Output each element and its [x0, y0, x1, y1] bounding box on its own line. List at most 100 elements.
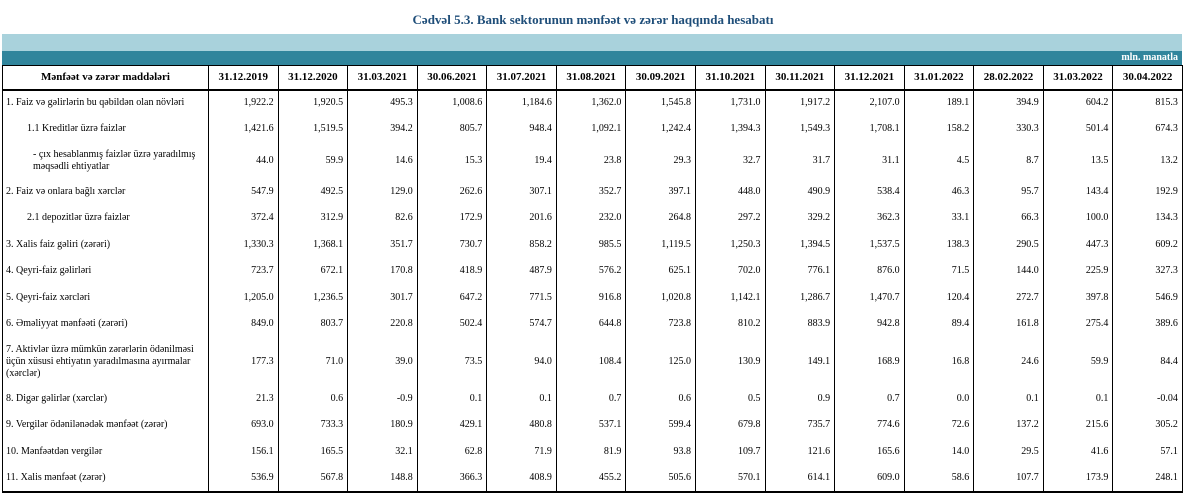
table-row: 6. Əməliyyat mənfəəti (zərəri) 849.0 803.7… — [2, 311, 1183, 338]
cell-value: 810.2 — [694, 311, 766, 338]
cell-value: 730.7 — [416, 231, 488, 258]
cell-value: 1,421.6 — [208, 116, 279, 143]
row-label: 6. Əməliyyat mənfəəti (zərəri) — [2, 311, 209, 338]
cell-value: 215.6 — [1042, 412, 1114, 439]
report-table: Mənfəət və zərər maddələri 31.12.2019 31.… — [2, 65, 1183, 493]
cell-value: 107.7 — [973, 465, 1044, 493]
row-label: 5. Qeyri-faiz xərcləri — [2, 284, 209, 311]
cell-value: 144.0 — [973, 258, 1044, 285]
cell-value: 297.2 — [694, 205, 766, 232]
cell-value: 1,142.1 — [694, 284, 766, 311]
cell-value: 4.5 — [903, 142, 975, 179]
cell-value: 130.9 — [694, 337, 766, 386]
cell-value: 1,545.8 — [625, 89, 696, 116]
cell-value: 0.1 — [416, 385, 488, 412]
cell-value: 148.8 — [347, 465, 418, 493]
cell-value: 14.6 — [347, 142, 418, 179]
cell-value: 567.8 — [277, 465, 349, 493]
cell-value: 121.6 — [764, 438, 836, 465]
cell-value: 189.1 — [903, 89, 975, 116]
column-header-label: Mənfəət və zərər maddələri — [2, 65, 209, 91]
cell-value: 0.5 — [694, 385, 766, 412]
cell-value: 125.0 — [625, 337, 696, 386]
cell-value: 1,368.1 — [277, 231, 349, 258]
cell-value: 397.8 — [1042, 284, 1114, 311]
cell-value: 220.8 — [347, 311, 418, 338]
row-label: 9. Vergilər ödənilənədək mənfəət (zərər) — [2, 412, 209, 439]
cell-value: 723.7 — [208, 258, 279, 285]
cell-value: 916.8 — [555, 284, 627, 311]
cell-value: 312.9 — [277, 205, 349, 232]
column-header-date: 30.11.2021 — [764, 65, 836, 91]
table-row: 9. Vergilər ödənilənədək mənfəət (zərər)… — [2, 412, 1183, 439]
cell-value: 156.1 — [208, 438, 279, 465]
table-row: 8. Digər gəlirlər (xərclər) 21.3 0.6 -0.9 0.… — [2, 385, 1183, 412]
cell-value: 149.1 — [764, 337, 836, 386]
page-title: Cədvəl 5.3. Bank sektorunun mənfəət və z… — [412, 12, 774, 27]
cell-value: 180.9 — [347, 412, 418, 439]
cell-value: 58.6 — [903, 465, 975, 493]
cell-value: 29.5 — [973, 438, 1044, 465]
cell-value: 538.4 — [834, 178, 905, 205]
cell-value: 177.3 — [208, 337, 279, 386]
row-label: 8. Digər gəlirlər (xərclər) — [2, 385, 209, 412]
cell-value: 547.9 — [208, 178, 279, 205]
table-row: - çıx hesablanmış faizlər üzrə yaradılmı… — [2, 142, 1183, 179]
cell-value: 805.7 — [416, 116, 488, 143]
cell-value: 264.8 — [625, 205, 696, 232]
cell-value: 546.9 — [1112, 284, 1183, 311]
cell-value: 1,394.3 — [694, 116, 766, 143]
cell-value: 389.6 — [1112, 311, 1183, 338]
cell-value: 0.6 — [277, 385, 349, 412]
row-label: 4. Qeyri-faiz gəlirləri — [2, 258, 209, 285]
cell-value: 679.8 — [694, 412, 766, 439]
cell-value: 492.5 — [277, 178, 349, 205]
cell-value: 771.5 — [486, 284, 557, 311]
table-row: 4. Qeyri-faiz gəlirləri 723.7 672.1 170.8 41… — [2, 258, 1183, 285]
cell-value: 625.1 — [625, 258, 696, 285]
cell-value: 702.0 — [694, 258, 766, 285]
cell-value: 674.3 — [1112, 116, 1183, 143]
cell-value: 329.2 — [764, 205, 836, 232]
cell-value: 290.5 — [973, 231, 1044, 258]
cell-value: 501.4 — [1042, 116, 1114, 143]
table-row: 1. Faiz və gəlirlərin bu qəbildən olan n… — [2, 89, 1183, 116]
cell-value: 71.0 — [277, 337, 349, 386]
column-header-date: 31.03.2022 — [1042, 65, 1114, 91]
cell-value: 32.7 — [694, 142, 766, 179]
cell-value: 455.2 — [555, 465, 627, 493]
cell-value: 23.8 — [555, 142, 627, 179]
cell-value: 1,236.5 — [277, 284, 349, 311]
column-header-date: 31.12.2021 — [834, 65, 905, 91]
cell-value: 1,184.6 — [486, 89, 557, 116]
cell-value: 366.3 — [416, 465, 488, 493]
row-label: - çıx hesablanmış faizlər üzrə yaradılmı… — [2, 142, 209, 179]
cell-value: 609.2 — [1112, 231, 1183, 258]
row-label: 3. Xalis faiz gəliri (zərəri) — [2, 231, 209, 258]
cell-value: 693.0 — [208, 412, 279, 439]
cell-value: 1,092.1 — [555, 116, 627, 143]
cell-value: 19.4 — [486, 142, 557, 179]
cell-value: 418.9 — [416, 258, 488, 285]
cell-value: 1,920.5 — [277, 89, 349, 116]
cell-value: 849.0 — [208, 311, 279, 338]
cell-value: 81.9 — [555, 438, 627, 465]
cell-value: 1,020.8 — [625, 284, 696, 311]
cell-value: 672.1 — [277, 258, 349, 285]
header-row: Mənfəət və zərər maddələri 31.12.2019 31.… — [2, 65, 1183, 91]
column-header-date: 28.02.2022 — [973, 65, 1044, 91]
cell-value: 31.7 — [764, 142, 836, 179]
column-header-date: 31.03.2021 — [347, 65, 418, 91]
cell-value: 143.4 — [1042, 178, 1114, 205]
cell-value: 100.0 — [1042, 205, 1114, 232]
cell-value: 66.3 — [973, 205, 1044, 232]
cell-value: 858.2 — [486, 231, 557, 258]
cell-value: 0.9 — [764, 385, 836, 412]
cell-value: 815.3 — [1112, 89, 1183, 116]
cell-value: 165.6 — [834, 438, 905, 465]
cell-value: 172.9 — [416, 205, 488, 232]
header-band — [2, 34, 1182, 51]
cell-value: 774.6 — [834, 412, 905, 439]
cell-value: 985.5 — [555, 231, 627, 258]
cell-value: 301.7 — [347, 284, 418, 311]
